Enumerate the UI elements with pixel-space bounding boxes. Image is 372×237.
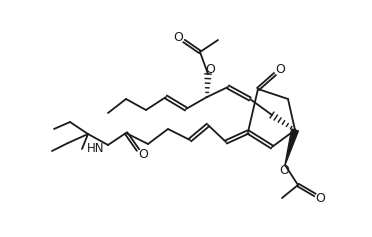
Text: O: O: [279, 164, 289, 177]
Polygon shape: [285, 129, 298, 165]
Text: O: O: [173, 31, 183, 44]
Text: O: O: [315, 191, 325, 205]
Text: O: O: [138, 147, 148, 160]
Text: O: O: [275, 63, 285, 76]
Text: HN: HN: [87, 141, 104, 155]
Text: O: O: [205, 63, 215, 76]
